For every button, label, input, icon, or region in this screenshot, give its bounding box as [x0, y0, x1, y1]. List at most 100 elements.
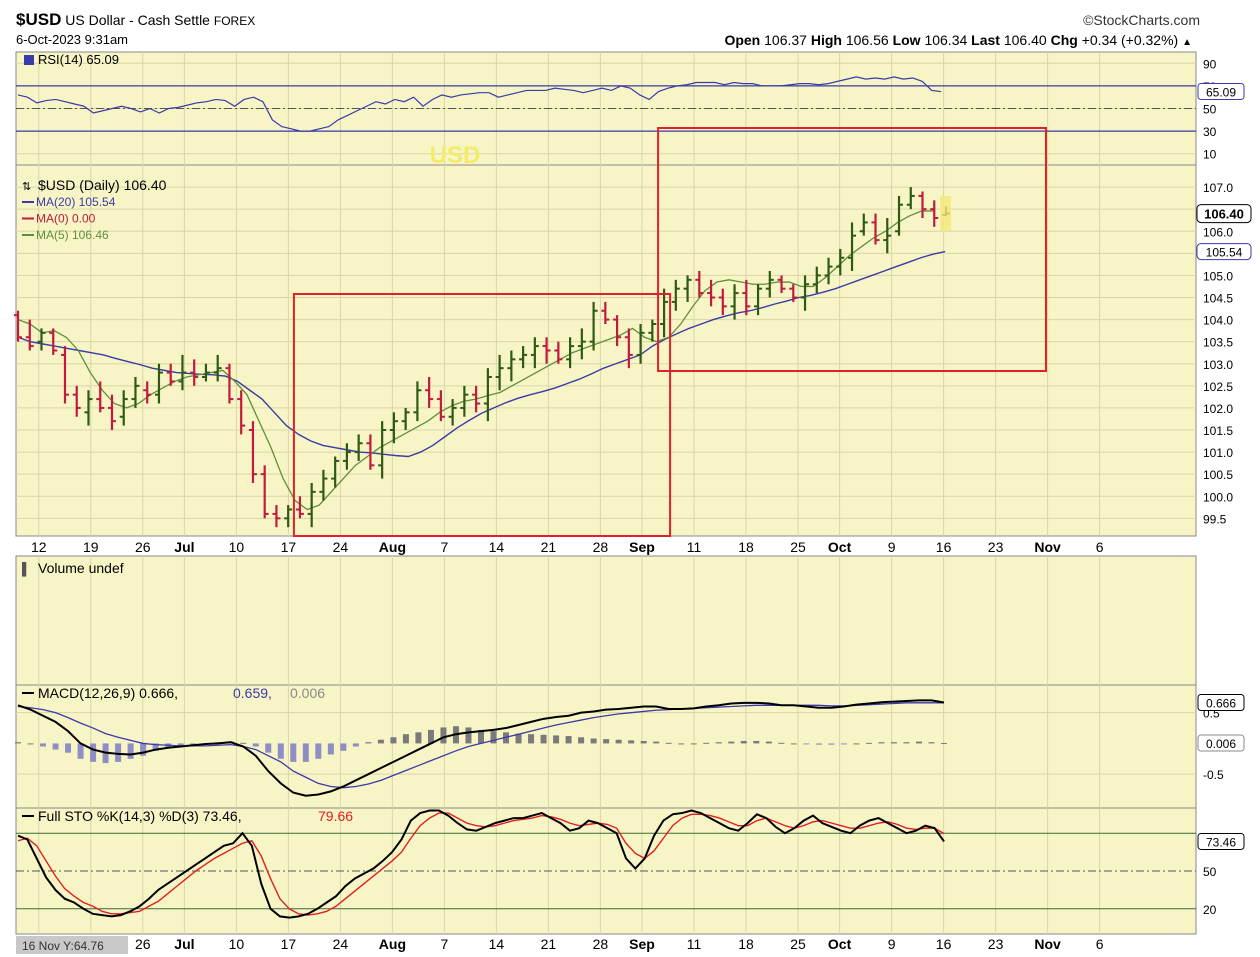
- x-tick-label: Nov: [1034, 539, 1061, 555]
- macd-histogram-bar: [603, 739, 610, 744]
- ma20-last-badge: [1196, 243, 1252, 261]
- price-tick-label: 106.0: [1203, 225, 1233, 239]
- ohlc-summary: Open 106.37 High 106.56 Low 106.34 Last …: [724, 32, 1192, 48]
- macd-histogram-bar: [565, 736, 572, 744]
- macd-last-label: 0.666: [1206, 696, 1236, 710]
- macd-histogram-bar: [40, 743, 47, 747]
- x-tick-label: 28: [593, 936, 609, 952]
- last-price-badge: [1196, 204, 1252, 224]
- macd-histogram-bar: [828, 743, 835, 745]
- rsi-tick-label: 90: [1203, 57, 1217, 71]
- volume-legend: Volume undef: [38, 560, 124, 576]
- x-tick-label: 18: [738, 936, 754, 952]
- macd-histogram-bar: [478, 729, 484, 744]
- macd-legend-signal: 0.659,: [233, 685, 272, 701]
- ma20-line: [17, 250, 946, 458]
- sto-k-line: [17, 809, 945, 919]
- rsi-last-badge: [1197, 82, 1245, 100]
- hist-last-badge: [1197, 734, 1245, 752]
- rsi-tick-label: 50: [1203, 103, 1217, 117]
- macd-histogram-bar: [290, 743, 297, 762]
- macd-last-badge: [1197, 693, 1245, 711]
- macd-histogram-bar: [490, 731, 497, 744]
- highlight-box: [657, 127, 1047, 372]
- x-tick-label: 14: [489, 936, 505, 952]
- price-tick-label: 104.0: [1203, 314, 1233, 328]
- x-tick-label: 24: [333, 936, 349, 952]
- x-tick-label: 21: [541, 936, 557, 952]
- x-tick-label: Sep: [629, 539, 655, 555]
- up-arrow-icon: ▲: [1182, 37, 1192, 48]
- volume-legend-icon: ▌: [22, 562, 31, 577]
- macd-histogram-bar: [427, 729, 434, 744]
- open-label: Open: [724, 32, 761, 48]
- macd-histogram-bar: [15, 742, 21, 744]
- x-tick-label: 23: [988, 936, 1004, 952]
- x-tick-label: Aug: [379, 539, 406, 555]
- price-tick-label: 105.0: [1203, 269, 1233, 283]
- sto-last-label: 73.46: [1206, 835, 1236, 849]
- x-tick-label: 6: [1096, 936, 1104, 952]
- x-tick-label: 10: [229, 539, 245, 555]
- high-label: High: [810, 32, 842, 48]
- macd-histogram-bar: [440, 727, 447, 744]
- x-tick-label: Jul: [174, 936, 194, 952]
- price-tick-label: 101.0: [1203, 446, 1233, 460]
- last-bar-highlight: [940, 195, 951, 232]
- price-tick-label: 103.0: [1203, 358, 1233, 372]
- x-tick-label: 26: [135, 539, 151, 555]
- x-tick-label: 11: [687, 936, 702, 952]
- x-tick-label: 14: [489, 539, 505, 555]
- macd-histogram-bar: [127, 743, 134, 759]
- x-tick-label: 26: [135, 936, 151, 952]
- macd-histogram-bar: [915, 741, 922, 744]
- macd-histogram-bar: [790, 743, 797, 745]
- rsi-tick-label: 10: [1203, 148, 1217, 162]
- macd-histogram-bar: [941, 743, 947, 745]
- x-tick-label: 25: [790, 539, 806, 555]
- hist-last-label: 0.006: [1206, 737, 1236, 751]
- macd-histogram-bar: [840, 743, 847, 745]
- symbol: $USD: [16, 10, 62, 29]
- x-tick-label: 17: [281, 936, 297, 952]
- sto-last-badge: [1197, 832, 1245, 850]
- macd-histogram-bar: [628, 740, 635, 744]
- macd-line: [17, 699, 945, 797]
- x-tick-label: 6: [1096, 539, 1104, 555]
- macd-histogram-bar: [140, 743, 147, 756]
- x-tick-label: Oct: [828, 936, 852, 952]
- macd-histogram-bar: [315, 743, 322, 759]
- x-tick-label: 11: [687, 539, 702, 555]
- high-value: 106.56: [845, 32, 889, 48]
- ma-legend-label: MA(20) 105.54: [36, 195, 116, 209]
- macd-histogram-bar: [327, 743, 334, 755]
- x-tick-label: 28: [593, 539, 609, 555]
- ma-legend-label: MA(0) 0.00: [36, 212, 96, 226]
- brand-logo[interactable]: ©StockCharts.com: [1083, 12, 1200, 28]
- sto-tick-label: 50: [1203, 865, 1217, 879]
- macd-histogram-bar: [277, 743, 284, 759]
- macd-histogram-bar: [815, 743, 822, 745]
- macd-histogram-bar: [252, 743, 259, 747]
- chg-label: Chg: [1050, 32, 1078, 48]
- macd-histogram-bar: [553, 735, 560, 744]
- macd-histogram-bar: [903, 742, 910, 744]
- low-value: 106.34: [924, 32, 968, 48]
- macd-histogram-bar: [878, 742, 885, 744]
- macd-histogram-bar: [740, 740, 747, 744]
- price-tick-label: 99.5: [1203, 512, 1227, 526]
- chart-datetime: 6-Oct-2023 9:31am: [16, 32, 129, 47]
- macd-histogram-bar: [528, 734, 535, 744]
- macd-legend: MACD(12,26,9) 0.666,: [38, 685, 178, 701]
- x-tick-label: 25: [790, 936, 806, 952]
- macd-histogram-bar: [177, 743, 184, 747]
- x-tick-label: 18: [738, 539, 754, 555]
- price-legend-icon: ⇅: [22, 181, 31, 193]
- macd-histogram-bar: [77, 743, 84, 759]
- macd-histogram-bar: [703, 742, 710, 744]
- x-tick-label: 21: [541, 539, 557, 555]
- x-tick-label: 12: [31, 539, 47, 555]
- x-tick-label: 24: [333, 539, 349, 555]
- sto-tick-label: 20: [1203, 903, 1217, 917]
